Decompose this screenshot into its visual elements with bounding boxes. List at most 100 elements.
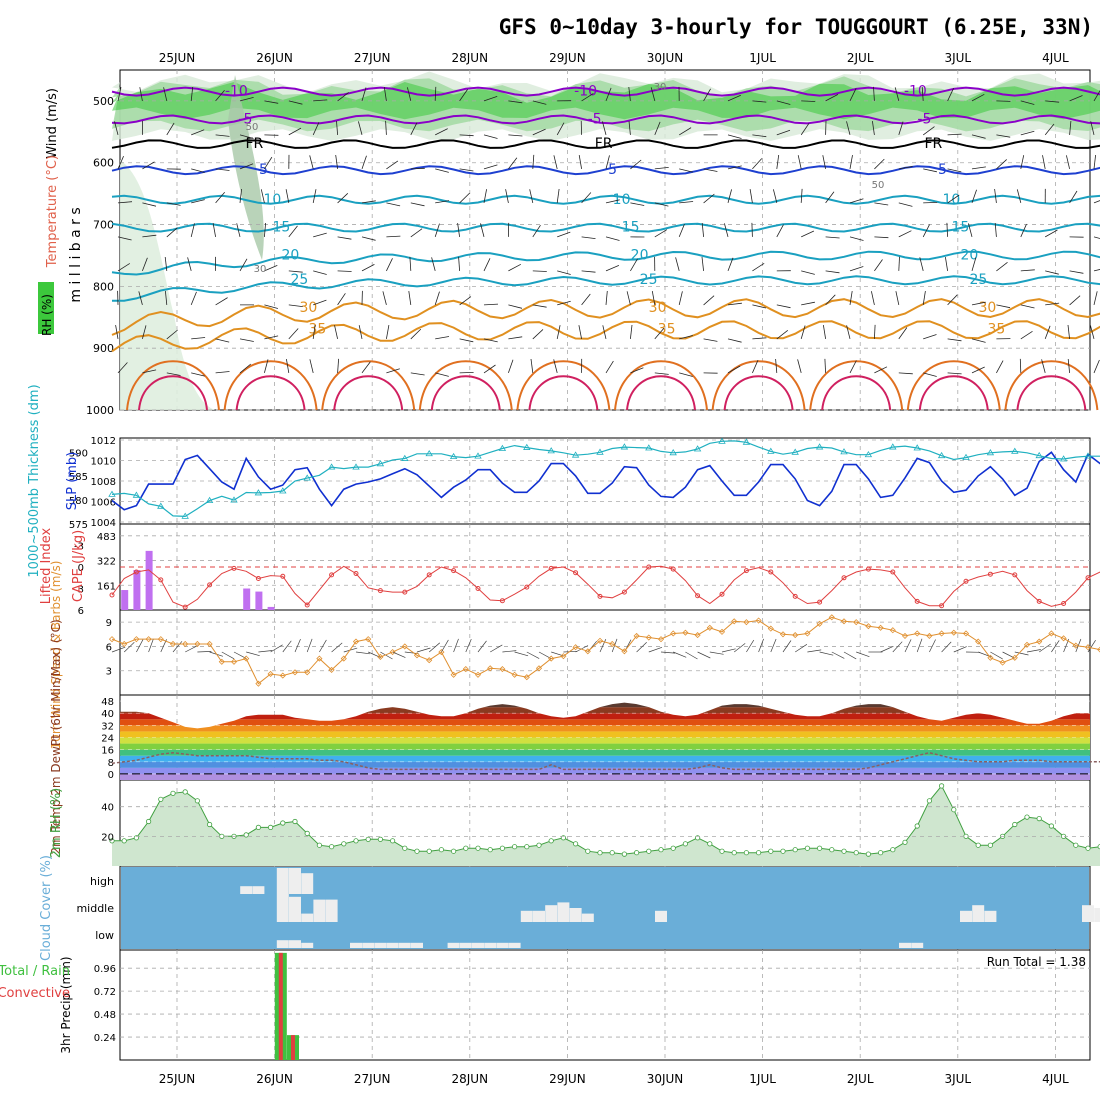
wind-barb-10m — [221, 651, 235, 660]
date-label-bottom: 1JUL — [749, 1072, 776, 1086]
rh-marker — [255, 824, 261, 831]
wind-barb-10m — [111, 646, 126, 653]
rh-marker — [316, 842, 322, 848]
wind-barb — [578, 325, 582, 339]
wind-barb — [239, 258, 248, 272]
rh-marker — [646, 848, 652, 854]
wind-barb — [264, 156, 273, 170]
wind-marker — [523, 674, 530, 681]
wind-barb — [142, 161, 155, 170]
thickness-marker — [376, 460, 385, 467]
wind-marker — [365, 636, 372, 643]
thickness-marker — [693, 445, 702, 452]
wind-barb — [508, 100, 523, 104]
isotherm-label: 35 — [658, 322, 676, 338]
wind-marker — [853, 619, 860, 626]
wind-barb-10m — [1039, 643, 1051, 653]
thickness-tick-label: 575 — [69, 520, 88, 531]
wind-barb — [605, 236, 620, 241]
wind-barb-10m — [782, 640, 792, 653]
temp-band — [120, 731, 1090, 738]
wind-barb — [260, 189, 265, 203]
thickness-marker — [962, 453, 970, 460]
wind-marker — [304, 669, 311, 676]
rh-marker — [621, 851, 628, 857]
wind-barb — [628, 86, 631, 101]
legend-rh-swatch — [38, 282, 54, 334]
rh-marker — [829, 847, 835, 853]
wind-barb — [459, 372, 474, 374]
date-label-bottom: 27JUN — [354, 1072, 391, 1086]
wind-barb — [410, 167, 425, 170]
pressure-tick-label: 700 — [93, 219, 114, 232]
wind-barb — [650, 87, 656, 102]
isotherm-label: 10 — [263, 192, 281, 208]
li-marker — [329, 572, 335, 578]
precip-tick-label: 0.96 — [94, 964, 116, 975]
wind-barb — [1020, 223, 1027, 238]
li-marker — [792, 593, 798, 599]
wind-barb — [1020, 130, 1035, 136]
wind-barb — [654, 229, 668, 238]
temp-band — [120, 749, 1090, 756]
wind-barb-10m — [246, 651, 260, 657]
wind-barb — [508, 134, 523, 137]
temp-band — [120, 737, 1090, 744]
wind-barb — [309, 155, 314, 170]
wind-barb-10m — [270, 644, 283, 653]
rh-marker — [877, 850, 884, 856]
wind-barb — [139, 87, 143, 101]
wind-barb — [190, 223, 195, 238]
wind-barb — [239, 188, 242, 203]
wind-barb — [846, 325, 851, 340]
wind-barb — [1066, 155, 1070, 170]
rh-marker — [975, 842, 981, 848]
wind-barb — [117, 87, 122, 101]
rh-marker — [755, 850, 762, 856]
wind-barb — [1041, 359, 1046, 374]
thickness-marker — [132, 491, 141, 498]
thickness-tick-label: 585 — [69, 472, 88, 483]
wind-barb — [679, 335, 693, 340]
isotherm-loop-hot — [821, 375, 892, 411]
li-marker — [719, 591, 725, 597]
date-label-top: 26JUN — [256, 51, 293, 65]
wind-barb — [679, 168, 693, 173]
wind-barb — [581, 93, 594, 102]
wind-barb-10m — [1026, 649, 1041, 653]
wind-marker — [1011, 654, 1018, 661]
wind-barb — [605, 87, 612, 102]
thickness-marker — [620, 443, 629, 450]
thickness-marker — [181, 512, 189, 519]
isotherm-loop-hot — [138, 375, 208, 411]
wind-marker — [389, 649, 396, 656]
wind-barb — [313, 99, 328, 102]
temp-band — [120, 725, 1090, 732]
rh-marker — [207, 821, 213, 828]
wind-barb-10m — [306, 638, 313, 653]
wind-barb — [1016, 189, 1022, 204]
wind-barb — [459, 134, 474, 137]
wind-barb — [971, 166, 986, 170]
wind-barb-10m — [819, 651, 834, 656]
wind-barb-10m — [294, 638, 301, 653]
li-marker — [1085, 575, 1091, 581]
wind-barb — [309, 359, 314, 374]
wind-marker — [572, 644, 579, 651]
isotherm-label: 25 — [969, 272, 987, 288]
wind-barb — [727, 257, 734, 272]
wind-barb — [337, 236, 352, 240]
rh-marker — [402, 845, 408, 851]
wind-barb — [164, 256, 168, 271]
wind-barb — [1093, 154, 1096, 169]
temp-band — [120, 761, 1090, 768]
slp-tick-label: 1006 — [91, 498, 116, 509]
thickness-marker — [669, 449, 677, 456]
wind-barb — [651, 291, 656, 305]
wind-barb — [532, 304, 547, 308]
pressure-tick-label: 900 — [93, 342, 114, 355]
wind-barb — [215, 168, 230, 171]
wind-barb — [898, 230, 912, 238]
precip-tick-label: 0.24 — [94, 1033, 116, 1044]
thickness-marker — [279, 487, 287, 494]
